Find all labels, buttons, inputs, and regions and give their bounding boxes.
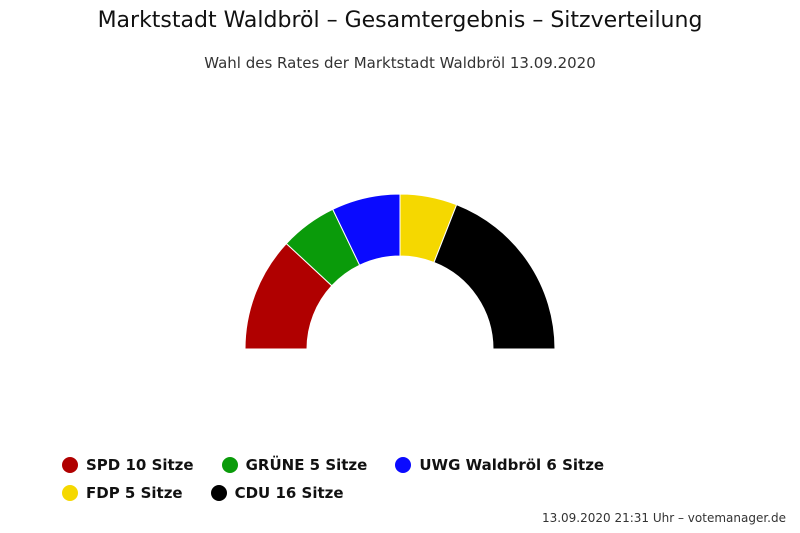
legend-item-gr-ne[interactable]: GRÜNE 5 Sitze <box>221 455 368 475</box>
legend-label: FDP 5 Sitze <box>86 484 183 502</box>
seat-slice-cdu[interactable] <box>433 204 556 350</box>
credits[interactable]: 13.09.2020 21:31 Uhr – votemanager.de <box>541 511 786 525</box>
legend-marker-icon <box>62 457 78 473</box>
legend: SPD 10 Sitze GRÜNE 5 Sitze UWG Waldbröl 6 … <box>62 455 762 503</box>
legend-item-spd[interactable]: SPD 10 Sitze <box>62 455 194 475</box>
legend-marker-icon <box>395 457 412 473</box>
legend-item-cdu[interactable]: CDU 16 Sitze <box>210 483 344 503</box>
legend-item-fdp[interactable]: FDP 5 Sitze <box>62 483 183 503</box>
legend-marker-icon <box>221 457 238 473</box>
legend-label: UWG Waldbröl 6 Sitze <box>419 456 605 474</box>
legend-item-uwg-waldbr-l[interactable]: UWG Waldbröl 6 Sitze <box>395 455 604 475</box>
legend-label: GRÜNE 5 Sitze <box>245 456 368 474</box>
legend-marker-icon <box>62 485 78 501</box>
legend-label: CDU 16 Sitze <box>234 484 344 502</box>
chart-subtitle: Wahl des Rates der Marktstadt Waldbröl 1… <box>204 54 596 72</box>
legend-label: SPD 10 Sitze <box>86 456 194 474</box>
legend-marker-icon <box>210 485 227 501</box>
chart-title: Marktstadt Waldbröl – Gesamtergebnis – S… <box>97 8 703 33</box>
